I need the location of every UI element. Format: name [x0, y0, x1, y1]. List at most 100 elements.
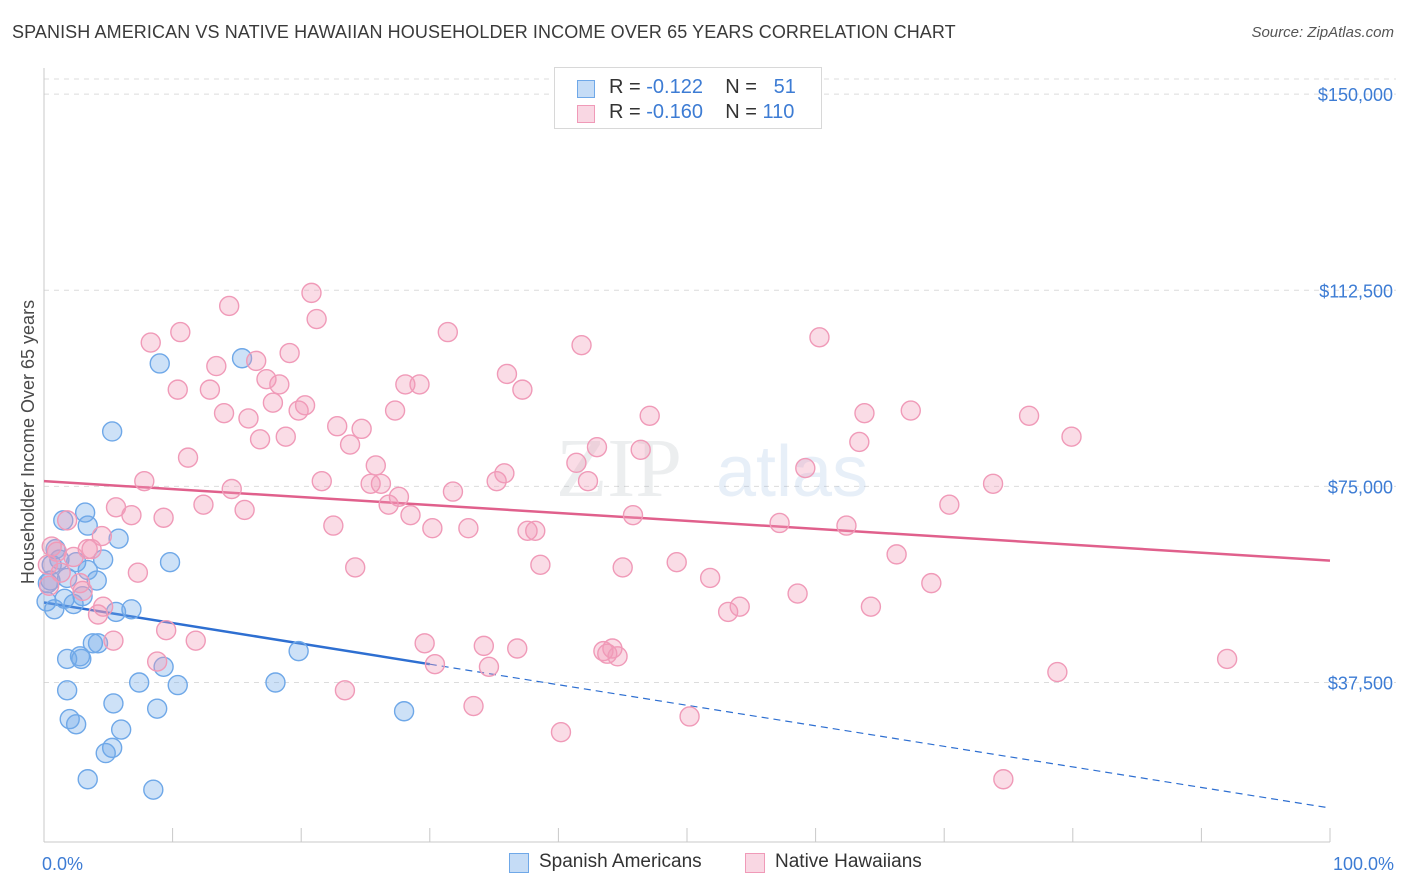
data-point[interactable] [249, 429, 271, 450]
data-point[interactable] [56, 680, 78, 701]
data-point[interactable] [365, 455, 386, 476]
data-point[interactable] [170, 321, 191, 343]
data-point[interactable] [50, 562, 71, 583]
data-point[interactable] [836, 515, 857, 536]
data-point[interactable] [101, 421, 123, 442]
data-point[interactable] [550, 721, 572, 743]
data-point[interactable] [345, 557, 366, 578]
data-point[interactable] [72, 586, 93, 607]
data-point[interactable] [269, 374, 290, 395]
data-point[interactable] [458, 518, 479, 539]
data-point[interactable] [306, 308, 327, 330]
data-point[interactable] [1061, 426, 1082, 447]
data-point[interactable] [72, 580, 93, 602]
data-point[interactable] [860, 596, 882, 617]
data-point[interactable] [409, 374, 430, 395]
data-point[interactable] [473, 635, 495, 657]
data-point[interactable] [395, 374, 416, 395]
data-point[interactable] [496, 363, 518, 385]
data-point[interactable] [159, 552, 181, 573]
data-point[interactable] [140, 332, 161, 353]
data-point[interactable] [414, 633, 435, 654]
data-point[interactable] [294, 395, 316, 416]
data-point[interactable] [110, 719, 132, 740]
data-point[interactable] [729, 596, 750, 617]
data-point[interactable] [424, 653, 446, 675]
data-point[interactable] [571, 334, 592, 356]
data-point[interactable] [311, 470, 332, 492]
data-point[interactable] [400, 504, 421, 526]
data-point[interactable] [530, 554, 551, 576]
data-point[interactable] [134, 470, 155, 492]
data-point[interactable] [809, 327, 830, 348]
data-point[interactable] [1047, 661, 1068, 683]
data-point[interactable] [149, 353, 170, 374]
data-point[interactable] [121, 599, 142, 620]
data-point[interactable] [327, 416, 348, 437]
data-point[interactable] [370, 473, 392, 494]
data-point[interactable] [494, 463, 515, 484]
data-point[interactable] [795, 457, 816, 479]
data-point[interactable] [339, 434, 361, 455]
data-point[interactable] [38, 575, 60, 596]
data-point[interactable] [44, 599, 65, 620]
data-point[interactable] [717, 601, 739, 623]
data-point[interactable] [121, 504, 142, 526]
data-point[interactable] [422, 518, 443, 539]
data-point[interactable] [256, 368, 277, 390]
data-point[interactable] [82, 633, 104, 654]
data-point[interactable] [388, 486, 410, 508]
data-point[interactable] [103, 630, 124, 651]
data-point[interactable] [65, 714, 87, 735]
data-point[interactable] [245, 350, 267, 372]
data-point[interactable] [607, 646, 628, 667]
data-point[interactable] [886, 544, 907, 565]
data-point[interactable] [301, 282, 322, 304]
data-point[interactable] [127, 562, 149, 583]
data-point[interactable] [622, 504, 644, 526]
data-point[interactable] [437, 321, 459, 343]
data-point[interactable] [666, 552, 687, 573]
data-point[interactable] [177, 447, 199, 468]
data-point[interactable] [378, 494, 399, 515]
data-point[interactable] [384, 400, 406, 421]
data-point[interactable] [143, 779, 164, 800]
data-point[interactable] [351, 418, 372, 440]
data-point[interactable] [108, 528, 129, 549]
data-point[interactable] [525, 520, 546, 542]
data-point[interactable] [206, 355, 227, 377]
data-point[interactable] [265, 672, 286, 693]
data-point[interactable] [612, 557, 633, 578]
data-point[interactable] [334, 680, 356, 701]
data-point[interactable] [279, 342, 300, 364]
data-point[interactable] [213, 402, 235, 424]
data-point[interactable] [65, 552, 87, 573]
data-point[interactable] [262, 392, 284, 413]
data-point[interactable] [512, 379, 533, 400]
data-point[interactable] [982, 473, 1004, 494]
data-point[interactable] [234, 499, 255, 521]
data-point[interactable] [1018, 405, 1040, 426]
data-point[interactable] [87, 633, 109, 654]
data-point[interactable] [900, 400, 921, 421]
data-point[interactable] [86, 570, 107, 591]
data-point[interactable] [56, 510, 78, 531]
data-point[interactable] [577, 470, 599, 492]
data-point[interactable] [393, 701, 415, 722]
data-point[interactable] [699, 567, 721, 589]
data-point[interactable] [146, 651, 168, 672]
data-point[interactable] [517, 520, 538, 542]
data-point[interactable] [77, 515, 98, 536]
data-point[interactable] [91, 525, 113, 547]
data-point[interactable] [167, 379, 188, 400]
data-point[interactable] [993, 769, 1014, 790]
data-point[interactable] [566, 452, 587, 474]
data-point[interactable] [56, 648, 78, 670]
data-point[interactable] [630, 439, 651, 460]
data-point[interactable] [288, 640, 309, 662]
data-point[interactable] [153, 507, 174, 528]
data-point[interactable] [167, 674, 188, 696]
data-point[interactable] [639, 405, 660, 426]
data-point[interactable] [442, 481, 464, 502]
data-point[interactable] [586, 436, 608, 458]
